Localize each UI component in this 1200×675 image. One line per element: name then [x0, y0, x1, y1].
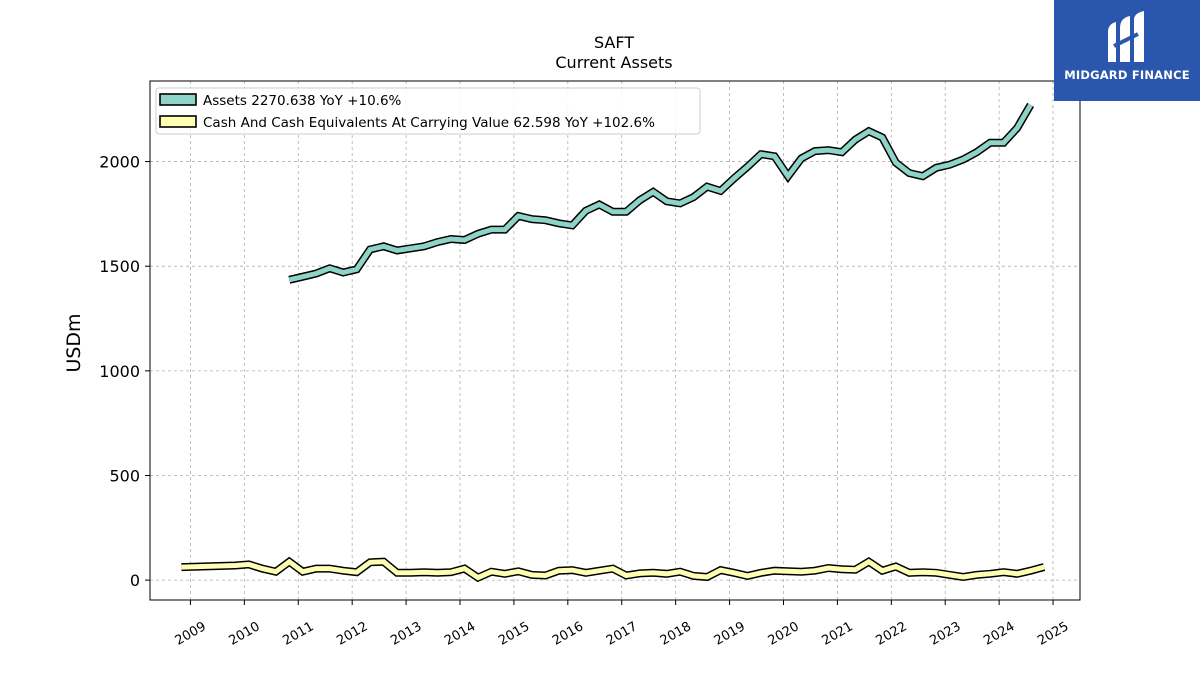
- grid-lines: [150, 81, 1080, 600]
- x-tick-label: 2018: [658, 619, 694, 649]
- y-tick-label: 1000: [99, 362, 140, 381]
- legend-label-assets: Assets 2270.638 YoY +10.6%: [203, 93, 402, 109]
- legend-label-cash: Cash And Cash Equivalents At Carrying Va…: [203, 115, 655, 131]
- chart-title: SAFT: [594, 33, 634, 52]
- legend-swatch-cash: [159, 115, 197, 128]
- logo-text: MIDGARD FINANCE: [1064, 68, 1190, 82]
- legend-box: [155, 87, 701, 135]
- x-tick-label: 2020: [766, 619, 802, 649]
- x-tick-label: 2021: [820, 619, 856, 649]
- x-tick-label: 2019: [712, 619, 748, 649]
- y-tick-label: 2000: [99, 153, 140, 172]
- midgard-logo-icon: [1108, 11, 1144, 62]
- x-tick-label: 2013: [388, 619, 424, 649]
- y-tick-label: 1500: [99, 257, 140, 276]
- x-tick-label: 2024: [981, 619, 1017, 649]
- x-axis-ticks: 2009 2010 2011 2012 2013 2014 2015 2016 2017 2018…: [173, 600, 1071, 649]
- series-line-1: [181, 558, 1045, 581]
- y-tick-label: 500: [109, 466, 140, 485]
- series-line-0: [288, 103, 1033, 283]
- y-axis-ticks: 0 500 1000 1500 2000: [99, 153, 150, 590]
- y-axis-label: USDm: [63, 313, 85, 372]
- x-tick-label: 2025: [1035, 619, 1071, 649]
- x-tick-label: 2014: [442, 619, 478, 649]
- x-tick-label: 2011: [280, 619, 316, 649]
- legend: Assets 2270.638 YoY +10.6% Cash And Cash…: [155, 87, 701, 135]
- series-lines: [181, 102, 1046, 583]
- x-tick-label: 2023: [927, 619, 963, 649]
- y-tick-label: 0: [130, 571, 140, 590]
- x-tick-label: 2017: [604, 619, 640, 649]
- x-tick-label: 2012: [334, 619, 370, 649]
- x-tick-label: 2015: [496, 619, 532, 649]
- chart-subtitle: Current Assets: [555, 53, 672, 72]
- plot-frame: [149, 80, 1081, 601]
- x-tick-label: 2022: [873, 619, 909, 649]
- x-tick-label: 2016: [550, 619, 586, 649]
- x-tick-label: 2010: [227, 619, 263, 649]
- legend-swatch-assets: [159, 93, 197, 106]
- x-tick-label: 2009: [173, 619, 209, 649]
- midgard-finance-logo: MIDGARD FINANCE: [1054, 0, 1200, 101]
